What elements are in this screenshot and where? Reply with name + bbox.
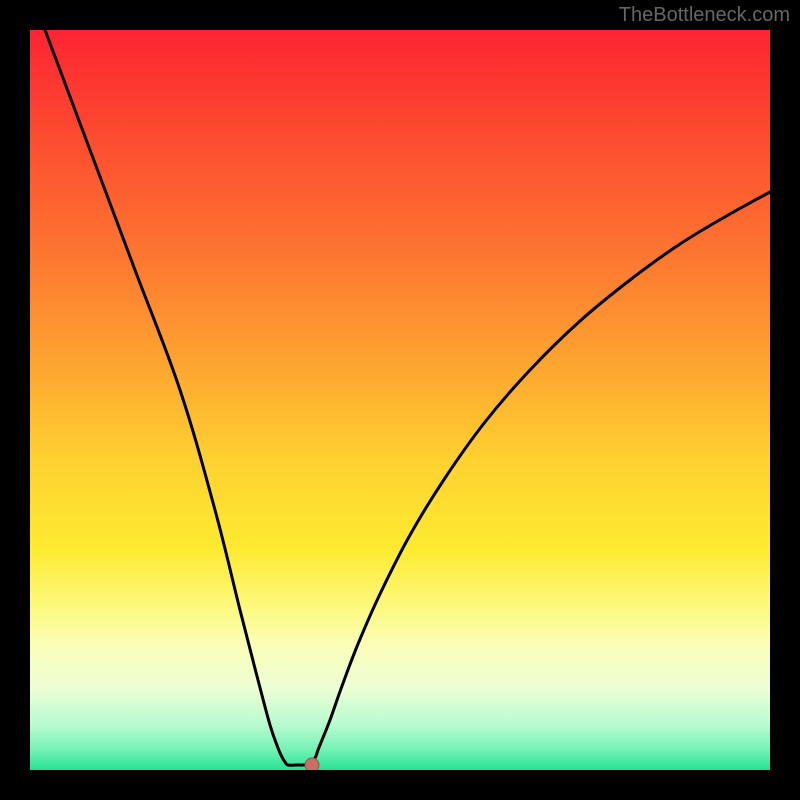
watermark-text: TheBottleneck.com	[619, 4, 790, 27]
chart-background	[30, 30, 770, 770]
optimal-point-marker	[305, 758, 319, 770]
chart-plot-area	[30, 30, 770, 770]
bottleneck-chart	[30, 30, 770, 770]
